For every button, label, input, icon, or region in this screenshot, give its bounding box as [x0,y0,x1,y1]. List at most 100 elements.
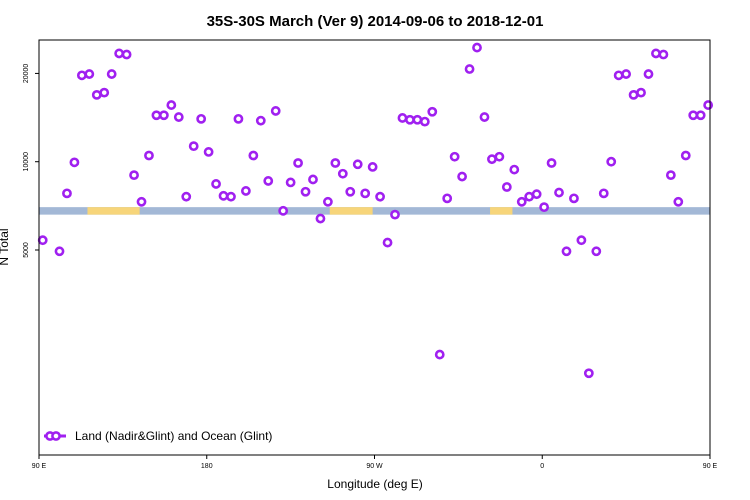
data-point [494,151,505,162]
x-tick-label: 0 [540,463,544,470]
x-tick-label: 90 E [32,463,47,470]
data-point [606,156,617,167]
data-point [628,89,639,100]
data-point [598,188,609,199]
data-point [651,48,661,59]
data-point [546,158,557,168]
data-point [621,69,632,79]
data-point [226,191,236,202]
data-point [501,182,512,192]
data-point [330,158,341,168]
data-point [84,69,95,79]
data-point [144,150,154,161]
y-tick-label: 20000 [23,64,30,84]
data-point [91,89,102,100]
data-points [37,42,714,379]
data-point [434,349,445,360]
data-point [613,70,624,81]
data-point [196,113,207,124]
data-point [106,69,117,79]
land-segment [87,207,140,215]
data-point [352,159,363,170]
data-point [173,112,184,122]
data-point [188,141,199,152]
data-point [76,70,87,81]
y-tick-label: 10000 [23,152,30,172]
data-point [449,151,460,162]
data-point [166,100,177,110]
x-axis-label: Longitude (deg E) [327,477,422,491]
y-axis-ticks: 5000 10000 20000 [23,64,39,258]
data-point [665,170,676,181]
data-point [591,246,602,257]
data-point [583,368,594,379]
data-point [367,162,378,172]
data-point [375,191,385,202]
data-point [99,87,110,98]
data-point [531,189,542,200]
data-point [233,113,244,124]
data-point [37,235,48,246]
data-point [315,213,326,224]
data-point [561,246,572,257]
land-segment [490,207,513,215]
data-point [382,237,393,248]
data-point [442,193,453,204]
data-point [158,110,169,121]
data-point [673,196,684,207]
data-point [300,186,311,197]
data-point [248,150,259,161]
data-point [703,100,714,110]
data-point [263,176,274,186]
data-point [457,171,468,182]
data-point [285,177,296,188]
data-point [419,116,430,127]
data-point [323,196,333,207]
data-point [69,157,80,168]
data-point [114,48,125,59]
data-point [255,115,266,126]
data-point [569,193,579,204]
land-segment [329,207,373,215]
data-point [360,188,371,199]
chart-title: 35S-30S March (Ver 9) 2014-09-06 to 2018… [207,13,544,30]
data-point [516,196,527,207]
data-point [695,110,706,121]
data-point [680,150,691,161]
data-point [308,174,318,185]
data-point [643,69,654,79]
land-ocean-band [39,207,710,215]
x-axis-ticks: 90 E 180 90 W 0 90 E [32,455,718,470]
data-point [658,49,669,60]
data-point [576,235,587,246]
data-point [509,164,520,175]
data-point [345,186,356,197]
data-point [278,205,289,216]
data-point [487,154,497,165]
data-point [240,186,251,196]
data-point [390,209,400,220]
legend-marker [51,431,61,441]
data-point [464,64,475,74]
data-point [136,196,147,207]
data-point [218,190,229,201]
x-tick-label: 180 [201,463,213,470]
y-tick-label: 5000 [23,242,30,258]
x-tick-label: 90 W [366,463,383,470]
ocean-band [39,207,710,215]
data-point [337,168,348,179]
legend: Land (Nadir&Glint) and Ocean (Glint) [44,429,272,443]
data-point [554,187,564,198]
data-point [479,112,490,122]
data-point [203,147,214,157]
data-point [211,179,221,189]
data-point [54,246,65,257]
data-point [270,106,281,116]
y-axis-label: N Total [0,228,11,265]
data-point [121,49,132,60]
data-point [405,114,415,125]
data-point [636,87,646,98]
data-point [181,191,192,202]
data-point [472,42,482,53]
